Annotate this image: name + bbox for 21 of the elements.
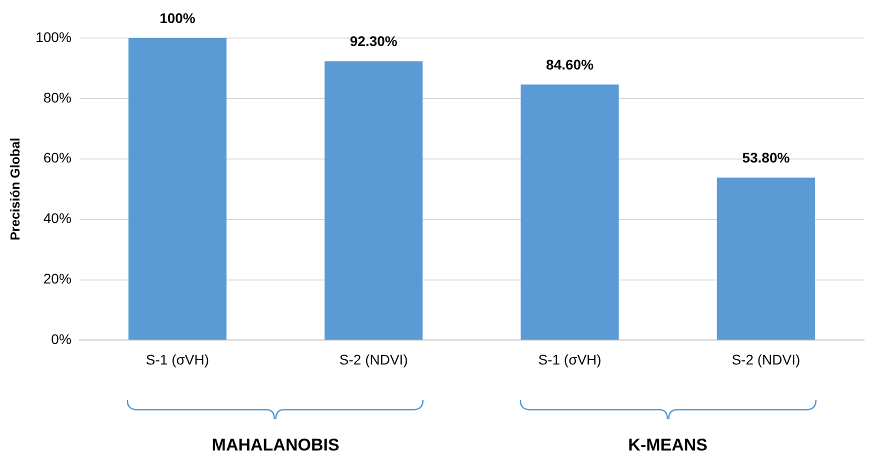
text: MAHALANOBIS xyxy=(212,436,340,455)
x-tick-label: S-2 (NDVI) xyxy=(339,351,408,368)
y-tick-label: 80% xyxy=(43,89,72,106)
bar xyxy=(716,178,815,340)
data-label: 84.60% xyxy=(546,56,594,72)
bar xyxy=(324,61,423,340)
y-tick-label: 60% xyxy=(43,150,72,166)
data-label: 53.80% xyxy=(742,149,790,166)
bar xyxy=(520,84,619,340)
x-tick-label: S-1 (σVH) xyxy=(146,351,210,368)
x-tick-label: S-2 (NDVI) xyxy=(732,351,800,368)
y-axis-title: Precisión Global xyxy=(7,138,22,240)
y-tick-label: 100% xyxy=(36,28,72,45)
y-tick-label: 0% xyxy=(51,331,72,348)
x-tick-label: S-1 (σVH) xyxy=(538,351,602,368)
y-tick-label: 20% xyxy=(43,270,72,287)
y-tick-label: 40% xyxy=(43,210,72,226)
data-label: 92.30% xyxy=(350,33,398,50)
text: K-MEANS xyxy=(628,436,708,455)
data-label: 100% xyxy=(160,10,196,26)
bar xyxy=(128,38,227,340)
